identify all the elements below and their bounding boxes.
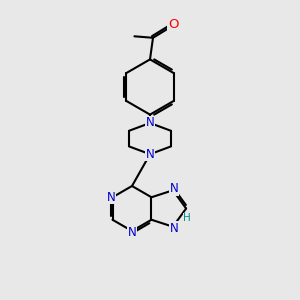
- Text: N: N: [146, 116, 154, 130]
- Text: N: N: [170, 182, 179, 195]
- Text: H: H: [183, 213, 191, 223]
- Text: N: N: [170, 222, 179, 235]
- Text: O: O: [168, 18, 178, 31]
- Text: N: N: [146, 148, 154, 161]
- Text: N: N: [128, 226, 136, 239]
- Text: N: N: [106, 191, 116, 204]
